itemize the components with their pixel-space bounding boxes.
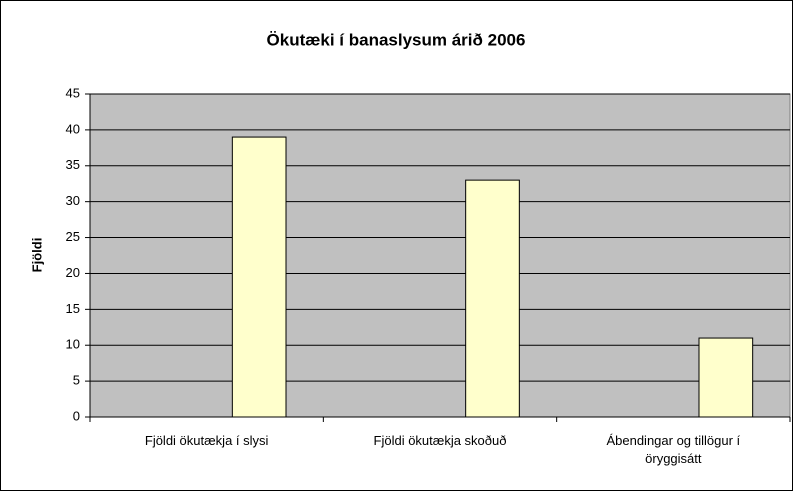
y-axis-label: Fjöldi [29,238,44,273]
y-tick-label: 10 [66,337,80,352]
y-tick-label: 45 [66,85,80,100]
y-tick-label: 30 [66,193,80,208]
y-tick-label: 25 [66,229,80,244]
bar [231,136,287,418]
y-tick-label: 35 [66,157,80,172]
chart-title: Ökutæki í banaslysum árið 2006 [267,30,526,49]
plot-area [89,93,791,418]
bar [698,337,754,418]
y-tick-label: 0 [73,408,80,423]
bar [465,179,520,418]
y-tick-label: 5 [73,373,80,388]
y-tick-label: 20 [66,265,80,280]
x-tick-label: Ábendingar og tillögur í öryggisátt [606,433,741,466]
y-tick-label: 15 [66,301,80,316]
x-tick-label: Fjöldi ökutækja í slysi [144,433,269,448]
x-tick-label: Fjöldi ökutækja skoðuð [373,433,507,448]
y-tick-label: 40 [66,121,80,136]
